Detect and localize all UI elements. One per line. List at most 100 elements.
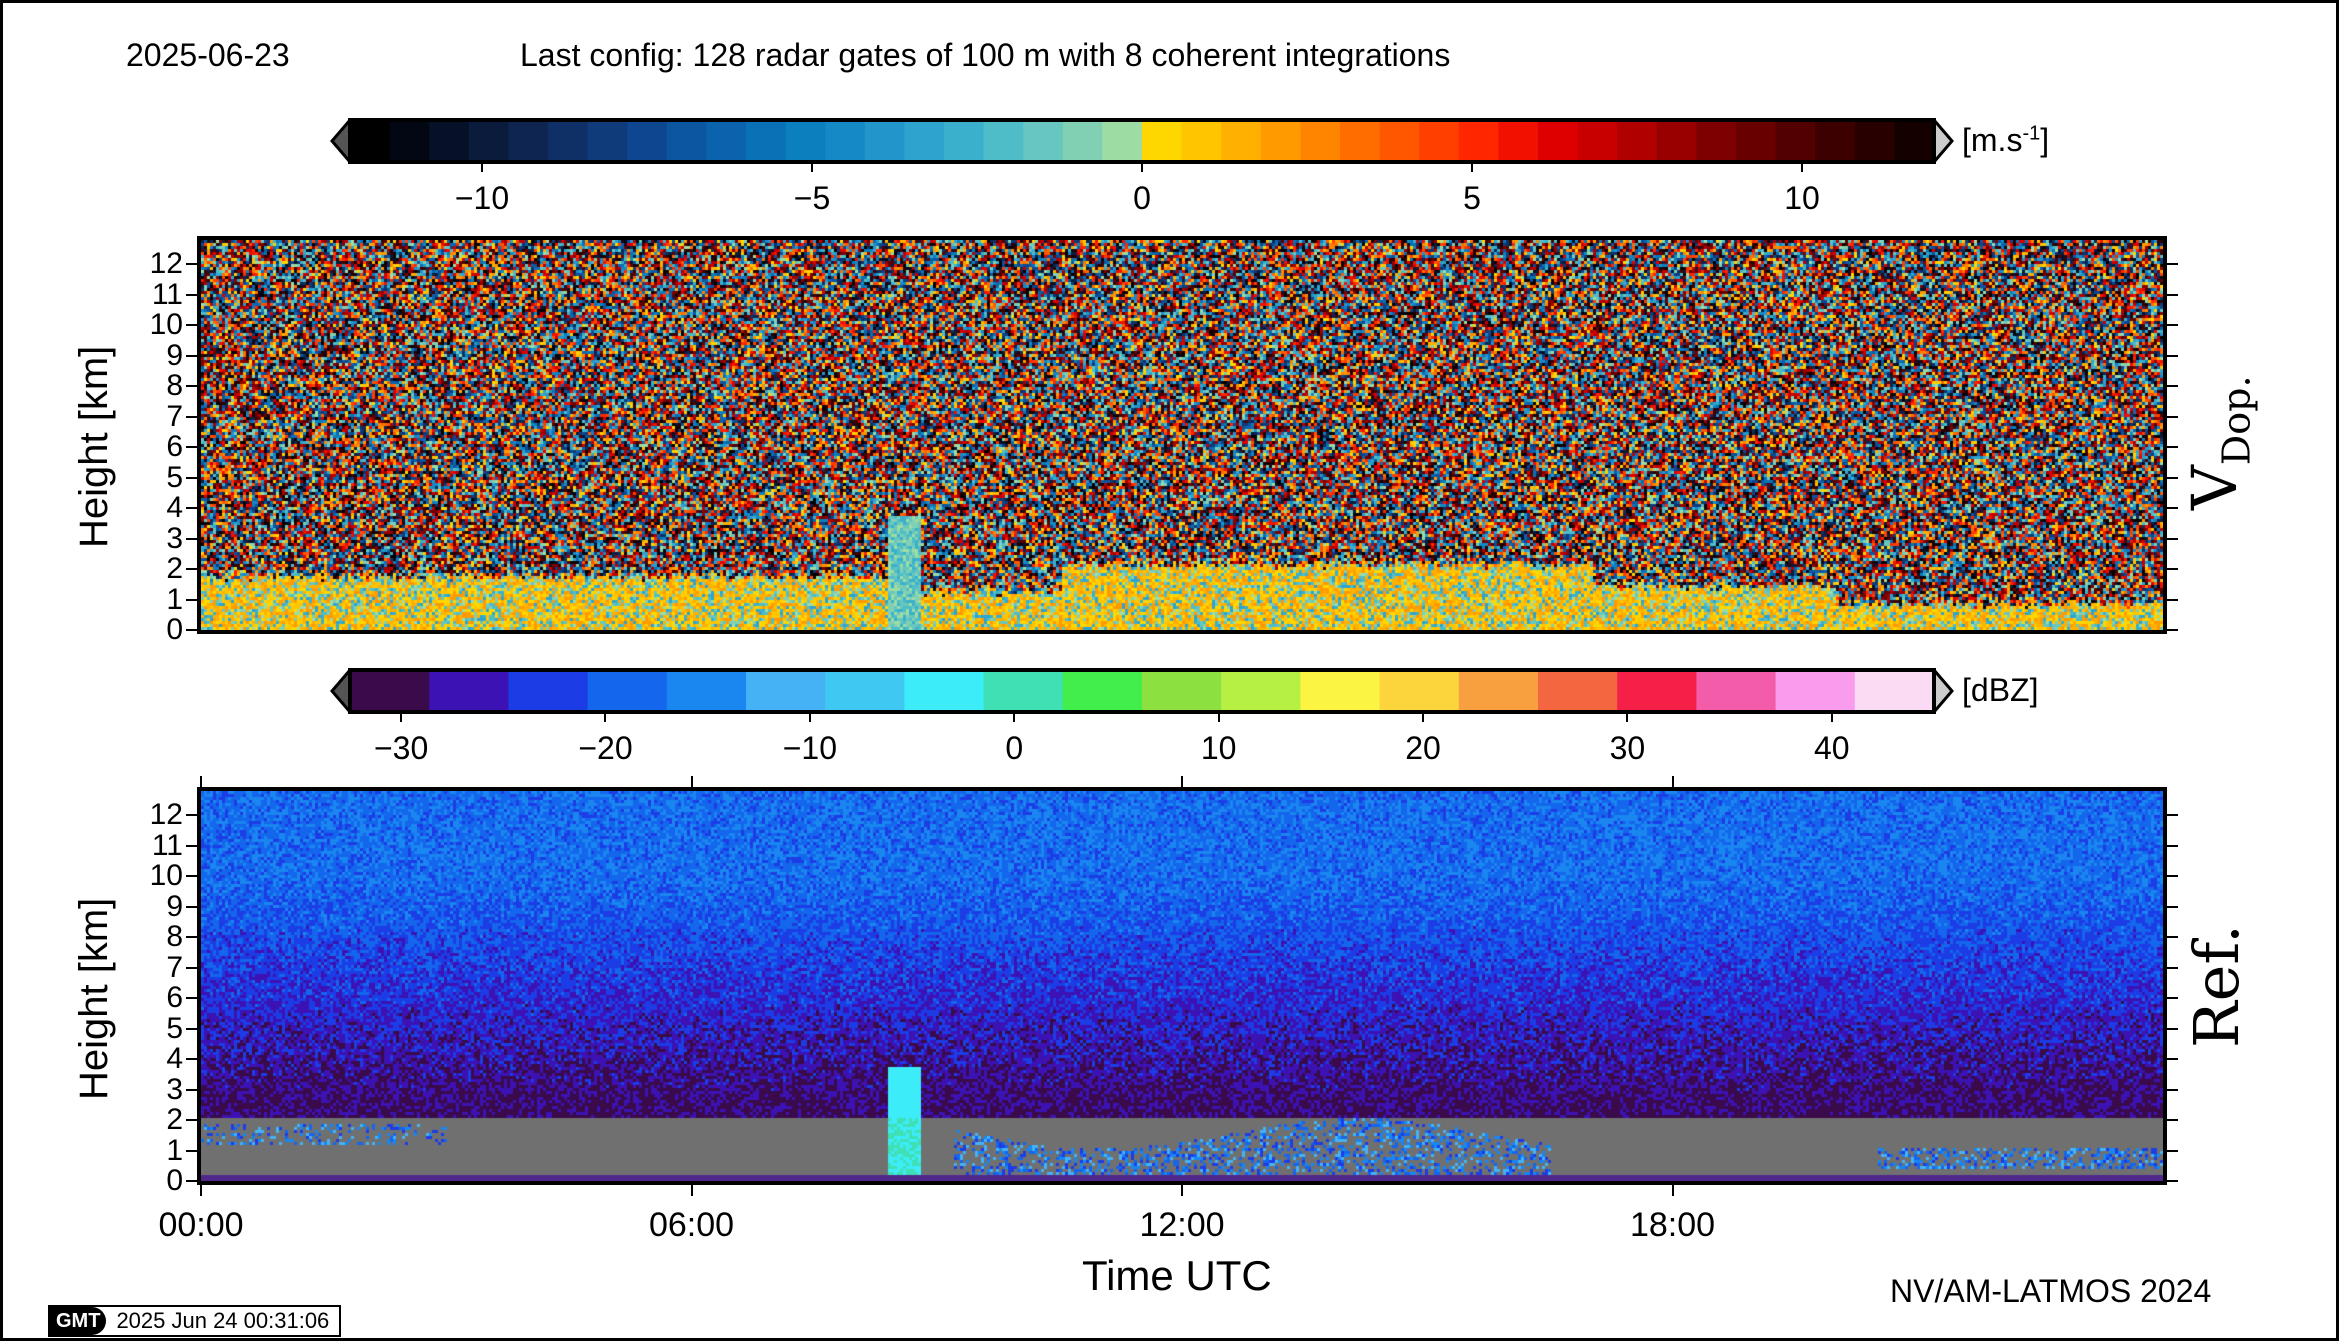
- reflectivity-panel: [197, 787, 2167, 1185]
- doppler-colorbar-swatch: [1340, 120, 1381, 162]
- doppler-colorbar-swatch: [548, 120, 589, 162]
- y-tick-mark-right: [2167, 263, 2178, 266]
- y-tick-mark: [186, 354, 197, 357]
- doppler-colorbar-low-arrow: [330, 118, 352, 164]
- doppler-ylabel: Height [km]: [72, 345, 116, 548]
- y-tick-mark-right: [2167, 415, 2178, 418]
- x-tick-label: 18:00: [1629, 1206, 1716, 1244]
- doppler-colorbar-swatch: [429, 120, 470, 162]
- doppler-colorbar-tick-label: −10: [454, 180, 510, 216]
- doppler-colorbar-swatch: [1142, 120, 1183, 162]
- reflectivity-colorbar-tick-mark: [1626, 712, 1629, 722]
- y-tick-mark-right: [2167, 1119, 2178, 1122]
- y-tick-mark: [186, 293, 197, 296]
- reflectivity-colorbar-tick-mark: [1013, 712, 1016, 722]
- reflectivity-colorbar-tick-mark: [400, 712, 403, 722]
- reflectivity-colorbar-tick-label: 30: [1609, 730, 1646, 766]
- x-tick-mark: [200, 1185, 202, 1196]
- y-tick-label: 4: [166, 1042, 183, 1076]
- y-tick-mark: [186, 324, 197, 327]
- doppler-colorbar-swatch: [1736, 120, 1777, 162]
- doppler-colorbar-swatch: [944, 120, 985, 162]
- doppler-colorbar-swatch: [1617, 120, 1658, 162]
- doppler-colorbar-tick-mark: [1141, 162, 1143, 172]
- doppler-colorbar-tick-label: 5: [1463, 180, 1481, 216]
- doppler-colorbar-swatch: [468, 120, 509, 162]
- reflectivity-colorbar-tick-label: −20: [578, 730, 633, 766]
- y-tick-mark-right: [2167, 568, 2178, 571]
- gmt-timestamp: 2025 Jun 24 00:31:06: [116, 1308, 330, 1333]
- doppler-colorbar-swatch: [1300, 120, 1341, 162]
- y-tick-mark: [186, 966, 197, 969]
- y-tick-mark-right: [2167, 966, 2178, 969]
- doppler-colorbar-swatch: [627, 120, 668, 162]
- y-tick-mark-right: [2167, 1149, 2178, 1152]
- doppler-colorbar-swatch: [1854, 120, 1895, 162]
- reflectivity-colorbar-border: [348, 668, 1936, 714]
- x-tick-mark: [1671, 776, 1674, 787]
- y-tick-mark: [186, 814, 197, 817]
- reflectivity-colorbar-tick-label: 10: [1200, 730, 1237, 766]
- x-tick-label: 00:00: [158, 1206, 244, 1244]
- x-tick-mark: [1181, 1185, 1183, 1196]
- y-tick-mark-right: [2167, 1180, 2178, 1182]
- x-tick-mark: [1671, 1185, 1674, 1196]
- doppler-colorbar-tick-mark: [1471, 162, 1473, 172]
- y-tick-label: 6: [166, 981, 183, 1015]
- doppler-colorbar-swatch: [785, 120, 826, 162]
- y-tick-mark: [186, 476, 197, 479]
- doppler-colorbar-swatch: [1458, 120, 1499, 162]
- y-tick-mark-right: [2167, 844, 2178, 847]
- x-tick-mark: [690, 1185, 693, 1196]
- reflectivity-ylabel: Height [km]: [72, 897, 116, 1100]
- y-tick-label: 1: [166, 582, 183, 616]
- doppler-colorbar-swatch: [706, 120, 747, 162]
- reflectivity-colorbar: [330, 668, 1954, 714]
- reflectivity-colorbar-swatch: [904, 670, 985, 712]
- y-tick-mark-right: [2167, 936, 2178, 939]
- doppler-colorbar-swatch: [1696, 120, 1737, 162]
- reflectivity-panel-label: Ref.: [2180, 924, 2253, 1048]
- reflectivity-colorbar-swatch: [1458, 670, 1539, 712]
- y-tick-label: 6: [166, 430, 183, 464]
- y-tick-label: 10: [149, 308, 183, 342]
- doppler-colorbar-tick-mark: [481, 162, 483, 172]
- x-tick-label: 12:00: [1139, 1206, 1225, 1244]
- doppler-colorbar-swatch: [1577, 120, 1618, 162]
- reflectivity-colorbar-swatch: [1538, 670, 1618, 712]
- doppler-colorbar-swatch: [1775, 120, 1816, 162]
- doppler-colorbar-swatch: [864, 120, 905, 162]
- y-tick-mark: [186, 1119, 197, 1122]
- y-tick-mark: [186, 537, 197, 540]
- reflectivity-colorbar-swatch: [587, 670, 668, 712]
- reflectivity-colorbar-tick-label: −30: [373, 730, 429, 766]
- reflectivity-colorbar-swatch: [1854, 670, 1935, 712]
- doppler-colorbar-swatch: [1538, 120, 1579, 162]
- y-tick-label: 10: [149, 859, 183, 893]
- reflectivity-colorbar-swatch: [1775, 670, 1856, 712]
- x-axis-label: Time UTC: [1082, 1252, 1272, 1299]
- y-tick-mark: [186, 629, 197, 631]
- doppler-colorbar-swatch: [1379, 120, 1420, 162]
- y-tick-mark: [186, 598, 197, 601]
- reflectivity-colorbar-swatch: [1696, 670, 1777, 712]
- y-tick-mark-right: [2167, 324, 2178, 327]
- y-tick-mark: [186, 875, 197, 878]
- doppler-colorbar-swatch: [350, 120, 391, 162]
- y-tick-mark-right: [2167, 385, 2178, 388]
- y-tick-label: 8: [166, 369, 183, 403]
- doppler-colorbar-swatch: [983, 120, 1024, 162]
- doppler-colorbar-swatch: [1260, 120, 1301, 162]
- doppler-colorbar-unit: [m.s-1]: [1962, 122, 2050, 158]
- y-tick-label: 12: [149, 247, 183, 281]
- y-tick-label: 2: [166, 1103, 183, 1137]
- reflectivity-colorbar-unit: [dBZ]: [1962, 672, 2039, 708]
- reflectivity-heatmap: [201, 791, 2163, 1181]
- doppler-colorbar-swatch: [587, 120, 628, 162]
- y-tick-mark-right: [2167, 629, 2178, 631]
- doppler-colorbar-swatch: [1181, 120, 1222, 162]
- doppler-colorbar-swatch: [1419, 120, 1460, 162]
- reflectivity-colorbar-tick-mark: [1830, 712, 1833, 722]
- y-tick-label: 7: [166, 399, 183, 433]
- y-tick-label: 0: [166, 1164, 183, 1197]
